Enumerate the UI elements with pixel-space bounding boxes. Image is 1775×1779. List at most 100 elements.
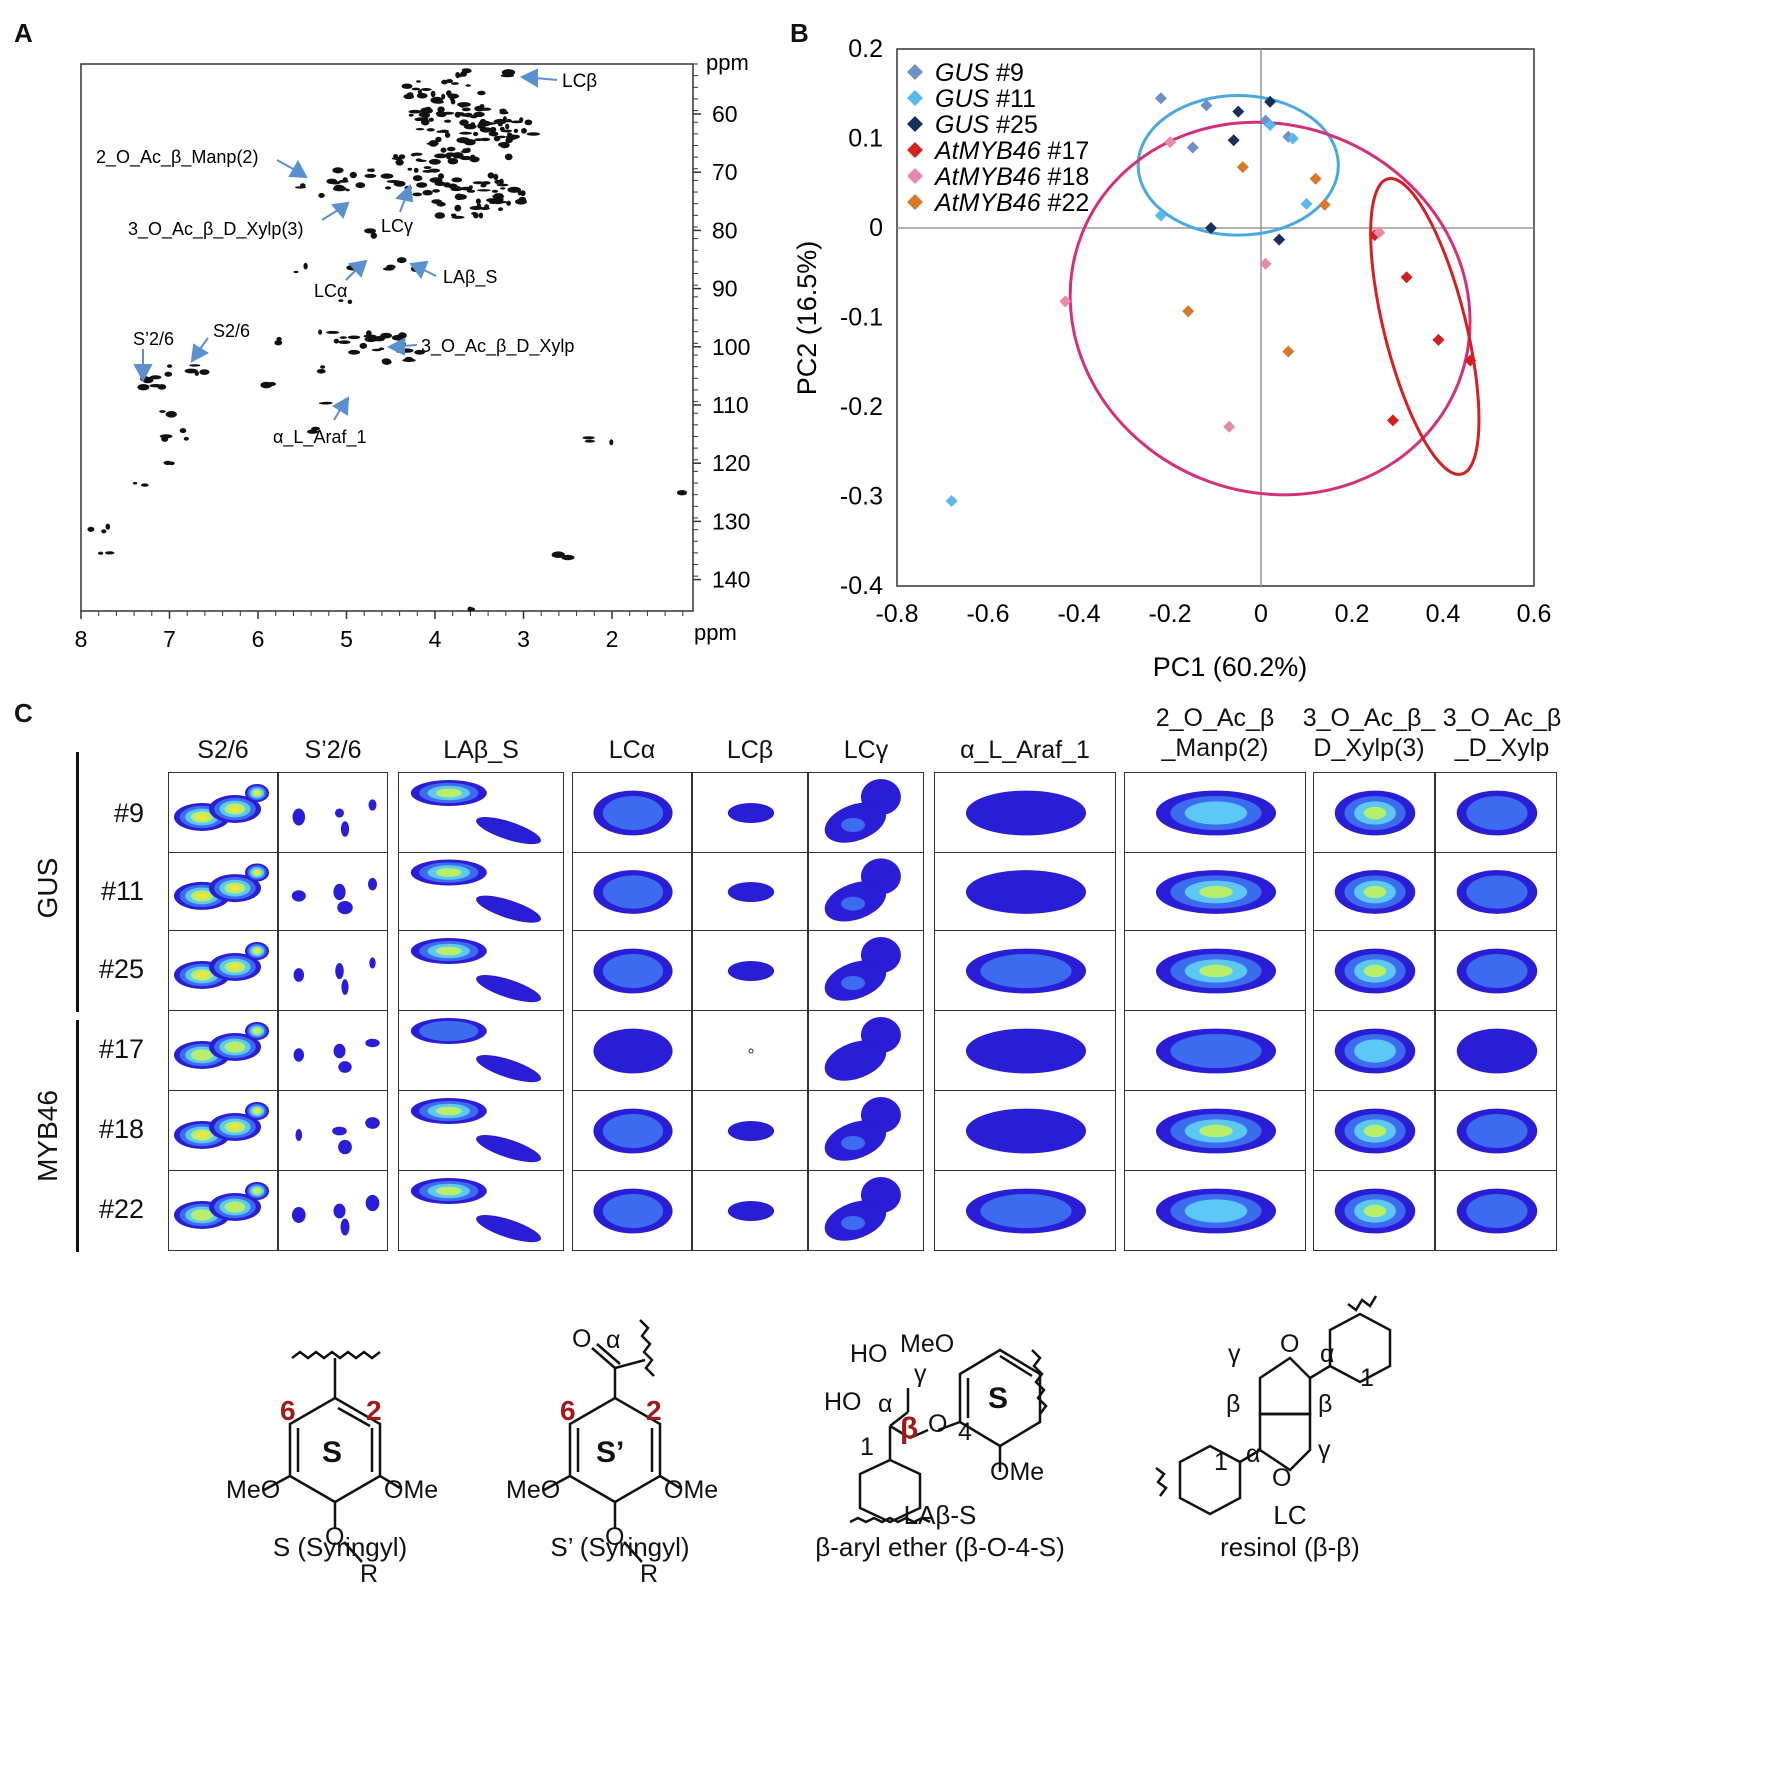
nmr-crosspeak	[470, 154, 476, 159]
sp-meo: MeO	[506, 1476, 560, 1504]
nmr-crosspeak	[455, 72, 461, 79]
crosspeak-cell	[1124, 1170, 1306, 1251]
nmr-crosspeak	[551, 551, 565, 558]
nmr-crosspeak	[408, 109, 422, 114]
lc-alpha1: α	[1320, 1340, 1334, 1368]
contour-blob	[341, 979, 349, 995]
nmr-crosspeak	[441, 111, 455, 115]
nmr-crosspeak	[484, 122, 497, 125]
contour-blob	[368, 877, 377, 891]
nmr-crosspeak	[132, 481, 138, 485]
nmr-ytick-label: 110	[712, 392, 749, 418]
nmr-crosspeak	[441, 93, 446, 100]
group-label-myb46: MYB46	[32, 1090, 63, 1182]
nmr-crosspeak	[396, 257, 407, 264]
nmr-crosspeak	[422, 189, 433, 196]
nmr-crosspeak	[498, 207, 503, 212]
pca-point	[1400, 271, 1413, 284]
crosspeak-cell	[398, 1170, 564, 1251]
nmr-crosspeak	[506, 200, 511, 206]
nmr-crosspeak	[105, 523, 111, 530]
nmr-crosspeak	[303, 262, 308, 270]
nmr-crosspeak	[386, 264, 396, 270]
nmr-crosspeak	[165, 411, 177, 418]
crosspeak-cell	[398, 930, 564, 1011]
lab-four: 4	[958, 1418, 972, 1446]
pca-point	[1264, 119, 1277, 132]
col-header-xylp3-line1: 3_O_Ac_β_	[1302, 704, 1436, 732]
row-label-11: #11	[100, 876, 144, 906]
nmr-crosspeak	[359, 342, 368, 349]
crosspeak-cell	[808, 930, 924, 1011]
lab-ome: OMe	[990, 1458, 1044, 1486]
nmr-crosspeak	[505, 123, 510, 130]
panel-label-a: A	[14, 18, 33, 48]
crosspeak-cell	[572, 852, 692, 931]
nmr-crosspeak	[378, 347, 385, 351]
sp-num-2: 2	[646, 1395, 662, 1426]
contour-blob	[196, 1132, 208, 1138]
nmr-xtick-label: 5	[340, 626, 353, 652]
crosspeak-cell	[398, 772, 564, 853]
nmr-crosspeak	[330, 181, 341, 185]
contour-blob	[748, 1048, 754, 1054]
nmr-crosspeak	[459, 119, 469, 126]
contour-blob	[419, 1020, 479, 1042]
nmr-crosspeak	[460, 113, 473, 117]
pca-point	[1286, 132, 1299, 145]
nmr-crosspeak	[500, 187, 506, 190]
pca-ytick-label: 0.2	[848, 35, 883, 63]
crosspeak-cell	[692, 852, 808, 931]
nmr-crosspeak	[512, 134, 520, 139]
nmr-crosspeak	[488, 131, 499, 137]
contour-blob	[1199, 1124, 1233, 1138]
contour-blob	[476, 895, 542, 923]
col-header-manp: 2_O_Ac_β _Manp(2)	[1124, 703, 1306, 763]
legend-entry: GUS #11	[935, 85, 1036, 113]
nmr-crosspeak	[437, 106, 445, 113]
nmr-crosspeak	[355, 182, 366, 189]
pca-point	[1300, 197, 1313, 210]
nmr-crosspeak	[363, 334, 377, 338]
pca-ylabel: PC2 (16.5%)	[792, 241, 822, 396]
crosspeak-cell	[398, 1010, 564, 1091]
nmr-crosspeak	[582, 436, 595, 440]
crosspeak-cell	[808, 772, 924, 853]
nmr-crosspeak	[420, 88, 432, 91]
lc-alpha2: α	[1246, 1440, 1260, 1468]
nmr-ytick-label: 140	[712, 567, 750, 593]
crosspeak-cell	[934, 772, 1116, 853]
nmr-label-xylp3: 3_O_Ac_β_D_Xylp(3)	[128, 219, 303, 240]
nmr-label-sp26: S’2/6	[133, 329, 174, 349]
pca-xtick-label: -0.4	[1057, 600, 1100, 628]
col-header-lca: LCα	[608, 736, 656, 764]
nmr-crosspeak	[161, 436, 169, 442]
nmr-crosspeak	[609, 439, 614, 446]
pca-point	[1200, 99, 1213, 112]
contour-blob	[1363, 1124, 1387, 1138]
nmr-xtick-label: 7	[163, 626, 176, 652]
nmr-crosspeak	[381, 359, 392, 365]
nmr-crosspeak	[451, 215, 465, 219]
contour-blob	[333, 1043, 346, 1059]
contour-blob	[841, 1136, 866, 1150]
contour-blob	[332, 1126, 347, 1136]
col-header-xylp3: 3_O_Ac_β_ D_Xylp(3)	[1302, 703, 1436, 763]
nmr-crosspeak	[307, 429, 318, 434]
pca-point	[1232, 105, 1245, 118]
contour-blob	[727, 961, 775, 981]
nmr-xtick-label: 2	[606, 626, 619, 652]
contour-blob	[368, 799, 377, 811]
nmr-arrow-lab	[423, 269, 437, 277]
nmr-crosspeak	[412, 192, 423, 197]
contour-blob	[254, 791, 260, 795]
pca-point	[1386, 414, 1399, 427]
crosspeak-cell	[168, 772, 278, 853]
contour-blob	[333, 883, 346, 901]
nmr-crosspeak	[491, 189, 499, 193]
crosspeak-cell	[1435, 930, 1557, 1011]
contour-blob	[291, 1207, 306, 1223]
crosspeak-cell	[1313, 1170, 1435, 1251]
nmr-ytick-label: 130	[712, 508, 750, 534]
nmr-crosspeak	[561, 554, 575, 561]
